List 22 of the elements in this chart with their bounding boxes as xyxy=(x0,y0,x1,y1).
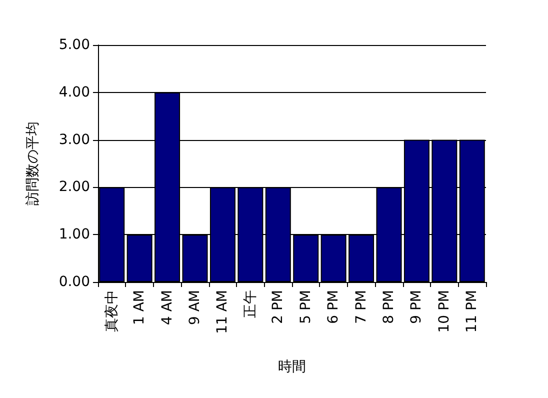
x-tick-label: 正午 xyxy=(242,290,258,318)
x-axis-title: 時間 xyxy=(278,359,306,375)
x-tick-label: 7 PM xyxy=(353,290,370,324)
x-tick-label: 9 PM xyxy=(408,290,425,324)
y-tick-label: 4.00 xyxy=(58,84,90,100)
y-tick-label: 5.00 xyxy=(58,37,90,53)
x-tick-label: 4 AM xyxy=(159,290,176,326)
x-tick-label: 10 PM xyxy=(436,290,452,333)
x-tick-label: 11 PM xyxy=(464,290,480,333)
x-tick-label: 8 PM xyxy=(381,290,397,324)
x-tick-label: 真夜中 xyxy=(104,290,120,332)
y-tick-label: 0.00 xyxy=(58,274,90,290)
y-axis-title: 訪問数の平均 xyxy=(25,122,41,206)
x-tick-label: 9 AM xyxy=(187,290,203,326)
y-tick-label: 3.00 xyxy=(58,132,90,148)
x-tick-label: 2 PM xyxy=(270,290,286,324)
x-tick-label: 11 AM xyxy=(214,290,231,334)
y-tick-label: 2.00 xyxy=(58,179,90,196)
x-tick-label: 6 PM xyxy=(326,290,342,324)
y-tick-label: 1.00 xyxy=(58,226,90,243)
x-tick-label: 5 PM xyxy=(298,290,314,324)
x-tick-label: 1 AM xyxy=(132,290,148,326)
